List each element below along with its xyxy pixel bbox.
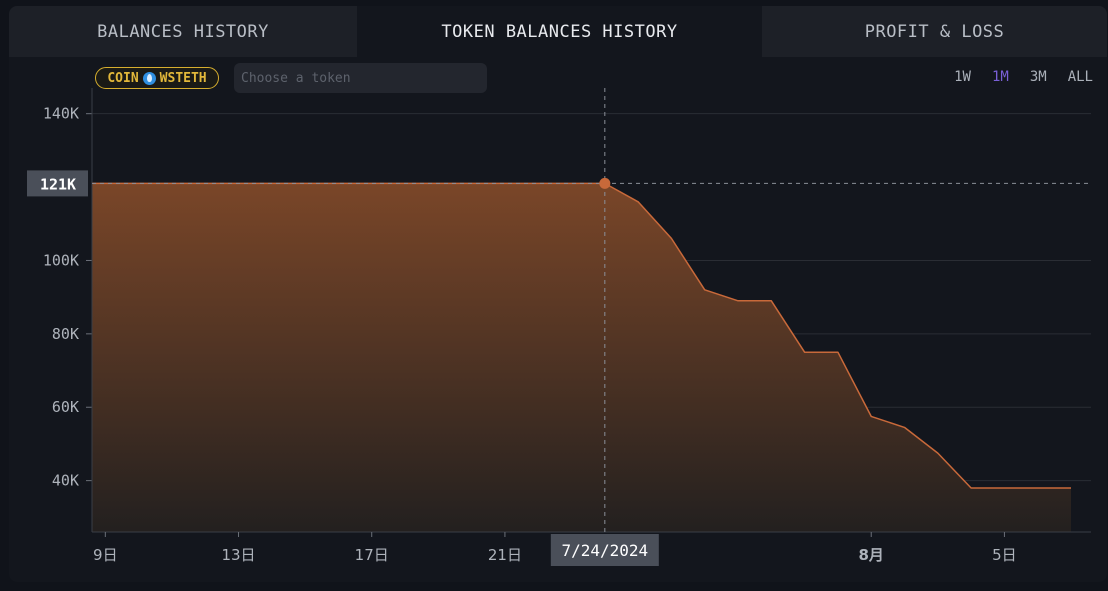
- x-tick-label: 8月: [859, 546, 884, 564]
- y-crosshair-label: 121K: [40, 175, 76, 193]
- range-1w-button[interactable]: 1W: [954, 69, 971, 85]
- tab-token-balances-history[interactable]: TOKEN BALANCES HISTORY: [357, 6, 762, 57]
- y-tick-label: 100K: [43, 251, 79, 269]
- x-tick-label: 9日: [93, 546, 118, 564]
- y-tick-label: 40K: [52, 472, 79, 490]
- badge-type-label: COIN: [107, 70, 139, 86]
- y-tick-label: 80K: [52, 325, 79, 343]
- x-crosshair-label-bg: [550, 534, 659, 566]
- balance-series-line: [92, 182, 1071, 489]
- wsteth-coin-icon: [142, 71, 156, 85]
- tab-profit-loss[interactable]: PROFIT & LOSS: [762, 6, 1107, 57]
- time-range-selector: 1W 1M 3M ALL: [954, 69, 1093, 85]
- x-tick-label: 17日: [355, 546, 389, 564]
- y-tick-label: 60K: [52, 398, 79, 416]
- tab-balances-history[interactable]: BALANCES HISTORY: [9, 6, 357, 57]
- balance-area-fill: [92, 183, 1071, 532]
- x-tick-label: 13日: [221, 546, 255, 564]
- token-filter-badge[interactable]: COIN WSTETH: [95, 67, 219, 89]
- token-search-input[interactable]: [234, 63, 487, 93]
- highlight-point[interactable]: [599, 177, 611, 189]
- range-all-button[interactable]: ALL: [1067, 69, 1093, 85]
- range-1m-button[interactable]: 1M: [991, 69, 1009, 85]
- x-tick-label: 5日: [992, 546, 1017, 564]
- y-crosshair-label-bg: [27, 170, 88, 197]
- tab-bar: BALANCES HISTORY TOKEN BALANCES HISTORY …: [9, 6, 1107, 57]
- range-3m-button[interactable]: 3M: [1029, 69, 1047, 85]
- x-tick-label: 21日: [488, 546, 522, 564]
- y-tick-label: 140K: [43, 105, 79, 123]
- x-crosshair-label: 7/24/2024: [561, 541, 648, 560]
- badge-token-label: WSTETH: [159, 70, 207, 86]
